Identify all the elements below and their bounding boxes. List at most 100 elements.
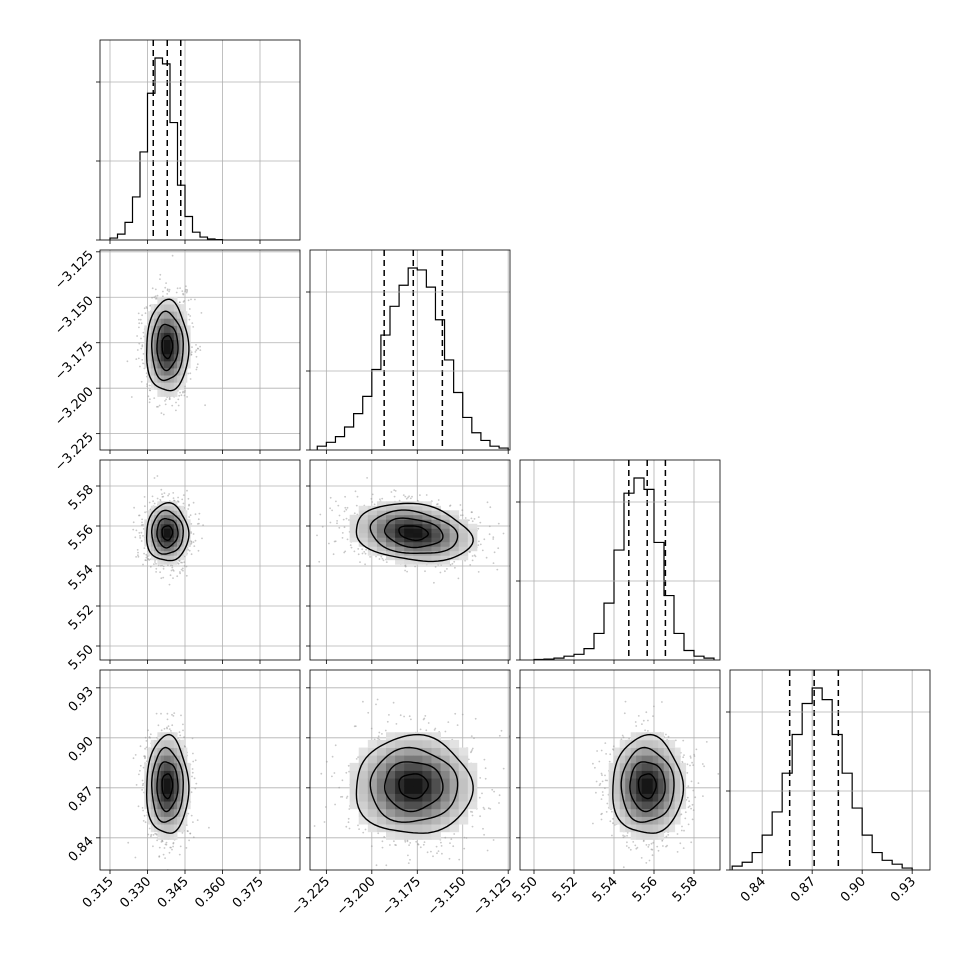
scatter-point [162,295,164,298]
scatter-point [170,569,173,572]
scatter-point [408,844,410,846]
scatter-point [382,559,385,562]
density-cell [404,519,414,525]
scatter-point [142,563,144,566]
density-cell [413,528,423,534]
scatter-point [436,503,438,506]
scatter-point [175,291,178,294]
scatter-point [196,363,199,366]
density-cell [173,537,178,543]
scatter-point [471,520,474,523]
scatter-point [375,703,377,706]
scatter-point [156,405,158,408]
density-cell [449,528,460,534]
scatter-point [170,730,172,732]
density-cell [147,532,152,538]
joint-body [313,698,510,870]
scatter-point [378,558,381,560]
scatter-point [171,724,174,727]
density-cell [180,510,185,516]
scatter-point [148,389,151,391]
density-cell [147,353,152,362]
scatter-point [195,349,198,352]
density-cell [173,546,178,552]
density-cell [167,325,171,333]
density-cell [167,755,171,764]
density-cell [358,523,369,529]
scatter-point [417,843,420,846]
density-cell [183,785,188,794]
scatter-point [414,565,416,568]
y-tick-label: 5.56 [66,522,97,553]
density-cell [154,311,158,319]
scatter-point [171,404,174,407]
scatter-point [156,497,159,500]
scatter-point [471,555,474,557]
scatter-point [181,290,184,292]
scatter-point [153,477,156,479]
y-tick-label: 5.50 [66,642,97,673]
scatter-point [369,556,371,558]
density-cell [186,360,191,369]
scatter-point [484,777,487,780]
density-cell [173,816,178,825]
scatter-point [194,539,197,542]
density-cell [163,739,168,748]
joint-body [132,475,204,586]
scatter-point [142,528,145,530]
scatter-point [361,548,364,551]
scatter-point [182,729,184,732]
density-cell [163,732,168,741]
density-cell [186,332,191,341]
density-cell [349,523,360,529]
density-cell [150,368,155,376]
contour-line [156,761,179,813]
density-cell [170,375,175,383]
density-cell [157,824,162,833]
scatter-point [156,475,159,477]
contour-line [355,502,474,563]
scatter-point [164,403,167,406]
scatter-point [152,834,155,836]
scatter-point [345,797,348,799]
y-tick-label: 0.90 [66,734,97,765]
density-cell [160,297,165,305]
density-cell [422,537,432,543]
density-cell [147,311,152,319]
density-cell [167,778,171,787]
scatter-point [188,503,190,506]
scatter-point [379,498,381,501]
histogram-bin [372,370,381,450]
density-cell [173,311,178,319]
histogram-bin [584,649,594,660]
scatter-point [160,712,162,715]
density-cell [170,519,175,525]
histogram-bin [594,633,604,660]
density-cell [413,514,423,520]
scatter-point [135,784,138,786]
density-cell [157,537,162,543]
scatter-point [146,385,148,387]
density-cell [157,559,162,565]
histogram-bin [842,773,852,870]
density-cell [177,523,181,529]
density-cell [422,559,432,565]
scatter-point [469,564,472,566]
scatter-point [393,489,396,491]
scatter-point [192,541,195,543]
density-cell [183,353,188,362]
scatter-point [461,514,464,517]
scatter-point [182,569,184,572]
scatter-point [140,347,143,350]
scatter-point [148,559,151,561]
scatter-point [168,583,171,586]
density-cell [376,532,387,538]
density-cell [170,537,175,543]
scatter-point [192,821,194,823]
density-cell [386,510,396,516]
density-cell [147,816,152,825]
density-cell [154,304,158,312]
histogram-step [316,267,509,450]
scatter-point [140,337,142,340]
density-cell [160,304,165,312]
